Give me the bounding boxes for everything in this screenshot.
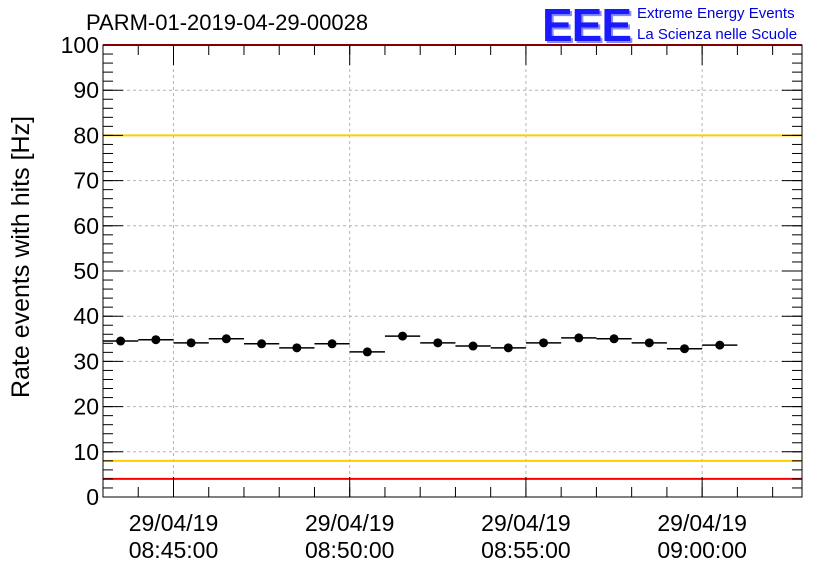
data-point [327,339,337,349]
data-point [433,338,443,348]
data-point [680,344,690,354]
data-point [292,343,302,353]
x-tick-label-time: 09:00:00 [657,537,747,563]
y-tick-label: 100 [61,32,99,58]
data-point [362,347,372,357]
data-point [257,339,267,349]
y-tick-label: 70 [73,168,99,194]
y-tick-label: 0 [86,484,99,510]
data-point [186,338,196,348]
eee-logo: EEE Extreme Energy Events La Scienza nel… [540,2,830,48]
logo-line-2: La Scienza nelle Scuole [637,26,798,43]
data-points [103,331,738,357]
data-point [609,334,619,344]
x-tick-label-date: 29/04/19 [305,510,395,536]
y-tick-label: 50 [73,258,99,284]
x-tick-label-time: 08:45:00 [129,537,219,563]
y-tick-label: 90 [73,77,99,103]
grid-layer [103,45,802,497]
y-tick-label: 40 [73,303,99,329]
y-tick-label: 20 [73,394,99,420]
data-point [116,336,126,346]
x-tick-label-time: 08:55:00 [481,537,571,563]
y-tick-label: 30 [73,348,99,374]
x-tick-label-date: 29/04/19 [129,510,219,536]
data-point [715,340,725,350]
y-tick-label: 80 [73,122,99,148]
data-point [503,343,513,353]
data-point [151,335,161,345]
data-point [644,338,654,348]
tick-labels: 010203040506070809010029/04/1908:45:0029… [61,32,747,563]
y-tick-label: 60 [73,213,99,239]
x-tick-label-time: 08:50:00 [305,537,395,563]
reference-lines [103,44,802,480]
y-tick-label: 10 [73,439,99,465]
data-point [221,334,231,344]
chart-title: PARM-01-2019-04-29-00028 [86,10,369,35]
x-tick-label-date: 29/04/19 [481,510,571,536]
data-point [574,333,584,343]
data-point [468,341,478,351]
eee-logo-mark: EEE [542,0,632,51]
y-axis-label: Rate events with hits [Hz] [7,116,35,398]
x-tick-label-date: 29/04/19 [657,510,747,536]
data-point [539,338,549,348]
axis-ticks [102,44,802,498]
logo-line-1: Extreme Energy Events [637,5,795,22]
data-point [398,331,408,341]
